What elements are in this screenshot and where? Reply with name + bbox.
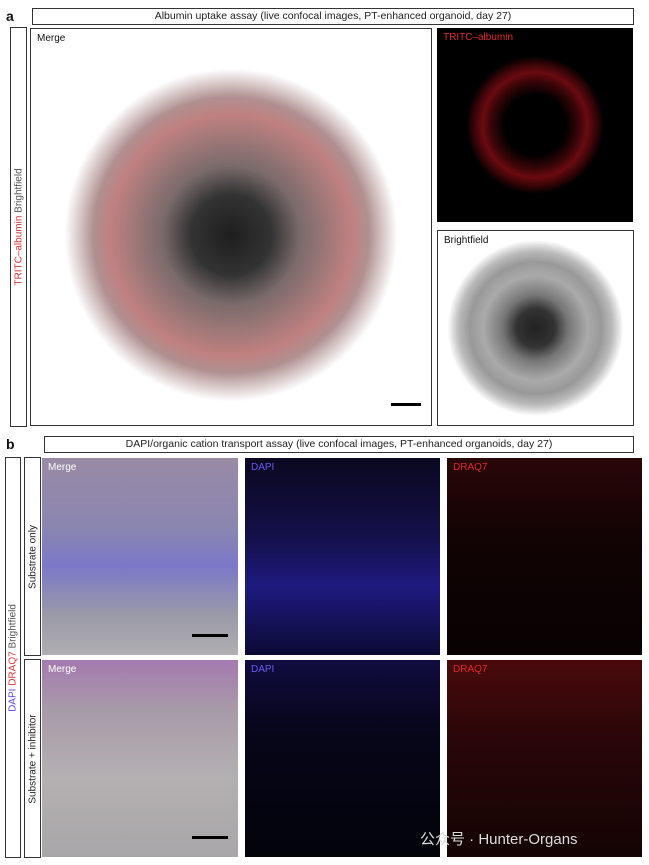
scale-bar [192,634,228,637]
tritc-label: TRITC–albumin [13,215,24,286]
dapi-image-row1: DAPI [245,458,440,655]
draq7-image-row2: DRAQ7 [447,660,642,857]
merge-image-row2: Merge [42,660,238,857]
scale-bar [391,403,421,406]
image-label: Merge [37,33,66,44]
dapi-label: DAPI [7,688,19,712]
panel-a-side-label: TRITC–albumin Brightfield [10,27,27,427]
row-label-substrate-only: Substrate only [24,457,41,656]
panel-b-title: DAPI/organic cation transport assay (liv… [44,436,634,453]
row-label-substrate-inhibitor: Substrate + inhibitor [24,659,41,858]
brightfield-label: Brightfield [7,603,19,651]
brightfield-image: Brightfield [437,230,634,426]
panel-a-title: Albumin uptake assay (live confocal imag… [32,8,634,25]
draq7-label: DRAQ7 [7,650,19,689]
tritc-image: TRITC–albumin [437,28,633,222]
scale-bar [192,836,228,839]
brightfield-label: Brightfield [13,168,24,216]
draq7-image-row1: DRAQ7 [447,458,642,655]
panel-b-letter: b [6,436,15,452]
merge-image-a: Merge [30,28,432,426]
image-label: Brightfield [444,235,489,246]
merge-image-row1: Merge [42,458,238,655]
image-label: TRITC–albumin [443,32,514,43]
dapi-image-row2: DAPI [245,660,440,857]
panel-a-letter: a [6,8,14,24]
watermark: 公众号 · Hunter-Organs [420,831,578,848]
panel-b-side-label: DAPI DRAQ7 Brightfield [5,457,21,858]
